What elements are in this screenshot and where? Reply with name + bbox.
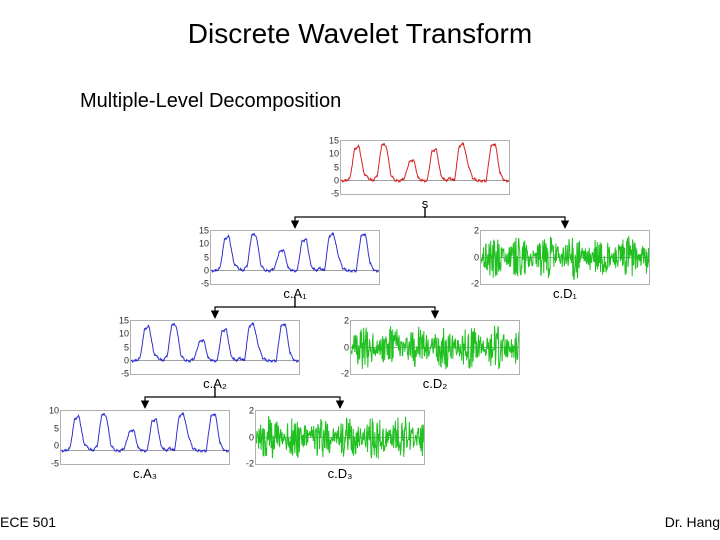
label-cd1: c.D₁ [481, 286, 649, 301]
page-title: Discrete Wavelet Transform [0, 18, 720, 50]
waveform-cd2 [351, 321, 519, 374]
panel-s: 151050-5s [340, 140, 510, 195]
yticks-ca1: 151050-5 [189, 231, 211, 284]
yticks-ca3: 1050-5 [39, 411, 61, 464]
panel-cd2: 20-2c.D₂ [350, 320, 520, 375]
panel-cd1: 20-2c.D₁ [480, 230, 650, 285]
waveform-ca1 [211, 231, 379, 284]
panel-ca2: 151050-5c.A₂ [130, 320, 300, 375]
yticks-cd2: 20-2 [329, 321, 351, 374]
label-ca2: c.A₂ [131, 376, 299, 391]
waveform-cd3 [256, 411, 424, 464]
yticks-s: 151050-5 [319, 141, 341, 194]
footer-author: Dr. Hang [665, 514, 720, 530]
waveform-s [341, 141, 509, 194]
waveform-ca3 [61, 411, 229, 464]
panel-cd3: 20-2c.D₃ [255, 410, 425, 465]
yticks-ca2: 151050-5 [109, 321, 131, 374]
label-cd3: c.D₃ [256, 466, 424, 481]
page-subtitle: Multiple-Level Decomposition [80, 90, 341, 113]
label-ca1: c.A₁ [211, 286, 379, 301]
label-s: s [341, 196, 509, 211]
waveform-cd1 [481, 231, 649, 284]
decomposition-diagram: 151050-5s151050-5c.A₁20-2c.D₁151050-5c.A… [60, 130, 700, 490]
waveform-ca2 [131, 321, 299, 374]
yticks-cd3: 20-2 [234, 411, 256, 464]
footer-course: ECE 501 [0, 514, 56, 530]
label-ca3: c.A₃ [61, 466, 229, 481]
panel-ca3: 1050-5c.A₃ [60, 410, 230, 465]
label-cd2: c.D₂ [351, 376, 519, 391]
yticks-cd1: 20-2 [459, 231, 481, 284]
panel-ca1: 151050-5c.A₁ [210, 230, 380, 285]
